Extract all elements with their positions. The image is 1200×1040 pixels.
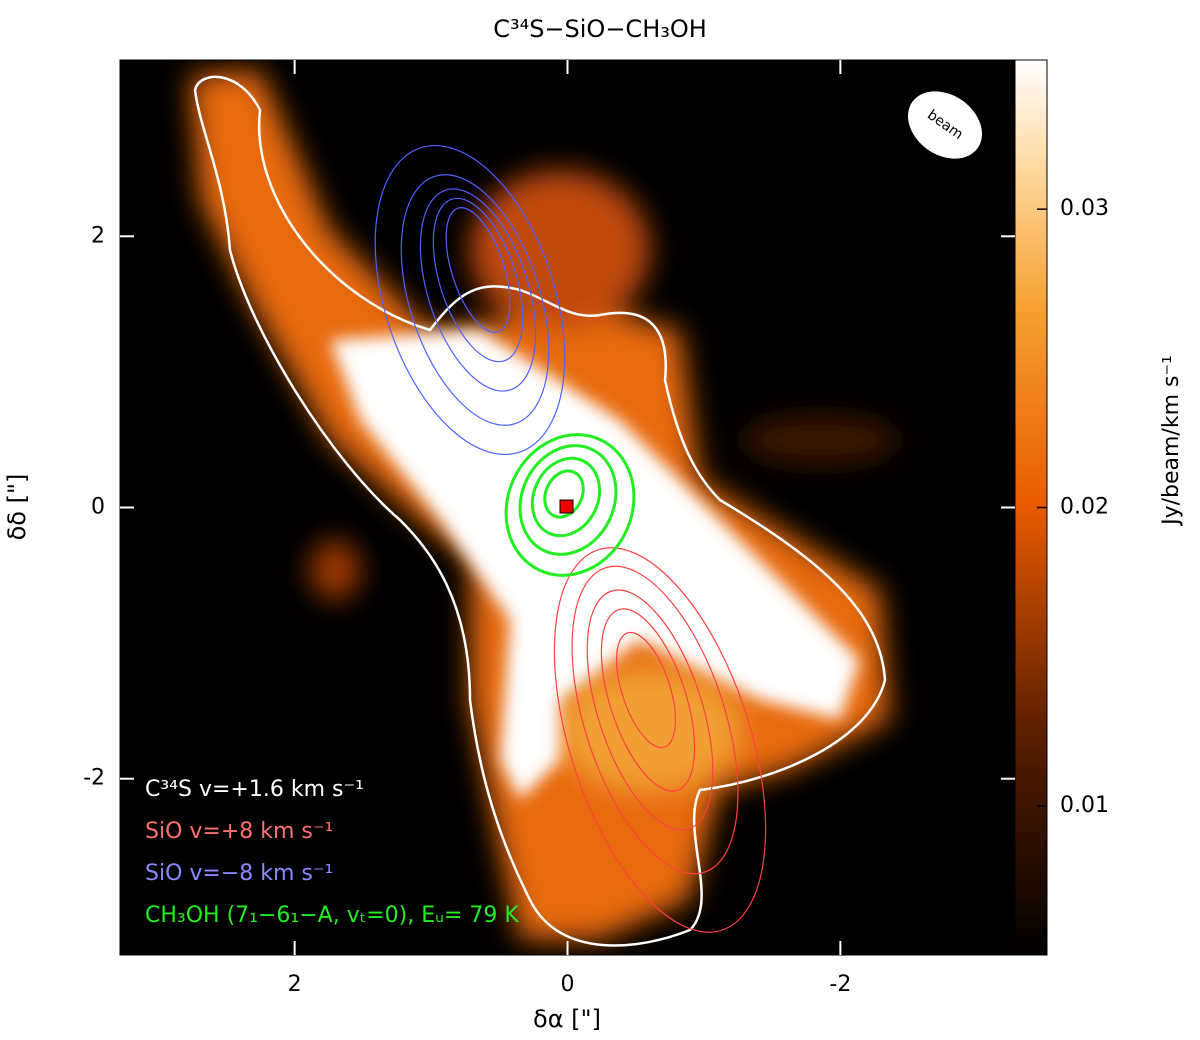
legend-entry: SiO v=+8 km s⁻¹ bbox=[145, 819, 333, 844]
axes: 2 0 -2 -2 0 2 δα ["] δδ ["] 0.01 0.02 0.03 Jy/beam/… bbox=[3, 60, 1184, 1033]
x-tick-label: -2 bbox=[829, 972, 851, 997]
chart-title: C³⁴S−SiO−CH₃OH bbox=[493, 15, 707, 43]
colorbar-tick-label: 0.03 bbox=[1060, 196, 1109, 221]
y-tick-label: -2 bbox=[83, 766, 105, 791]
colorbar-label: Jy/beam/km s⁻¹ bbox=[1159, 355, 1184, 527]
colorbar-tick-label: 0.02 bbox=[1060, 495, 1109, 520]
x-tick-label: 0 bbox=[561, 972, 575, 997]
y-tick-label: 0 bbox=[91, 495, 105, 520]
x-tick-label: 2 bbox=[288, 972, 302, 997]
y-tick-label: 2 bbox=[91, 223, 105, 248]
legend-entry: CH₃OH (7₁−6₁−A, vₜ=0), Eᵤ= 79 K bbox=[145, 903, 519, 928]
colorbar-tick-label: 0.01 bbox=[1060, 793, 1109, 818]
y-axis-label: δδ ["] bbox=[3, 474, 31, 541]
legend-entry: SiO v=−8 km s⁻¹ bbox=[145, 861, 333, 886]
map-image: beam bbox=[120, 60, 1015, 955]
legend-entry: C³⁴S v=+1.6 km s⁻¹ bbox=[145, 777, 364, 802]
x-axis-label: δα ["] bbox=[533, 1005, 601, 1033]
